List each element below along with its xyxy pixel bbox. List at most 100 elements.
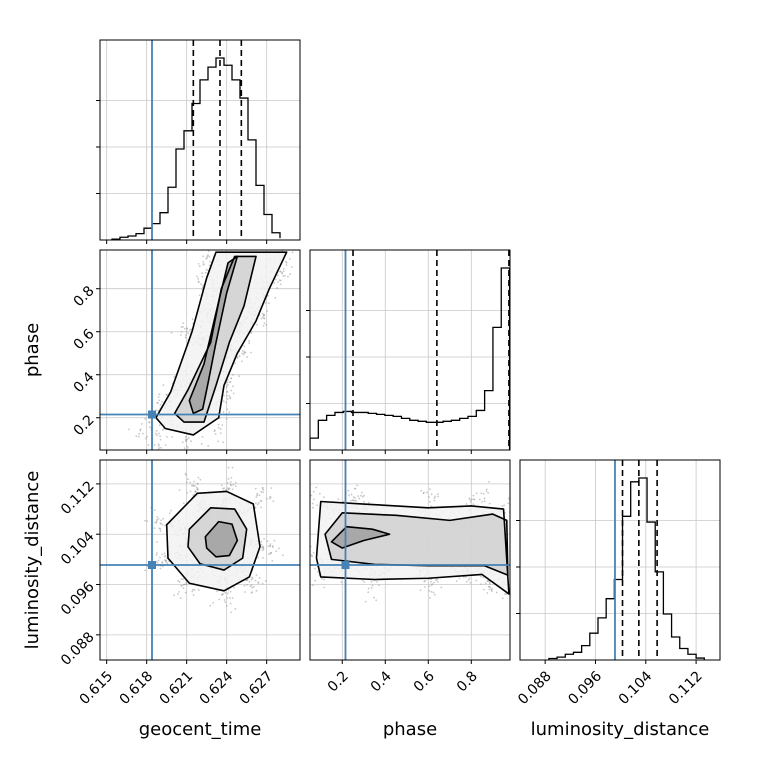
- scatter-point: [279, 270, 282, 273]
- scatter-point: [428, 496, 430, 498]
- scatter-point: [436, 578, 439, 581]
- scatter-point: [148, 421, 151, 424]
- x-tick-label: 0.621: [157, 668, 197, 708]
- scatter-point: [350, 499, 352, 502]
- y-tick-label: 0.4: [71, 369, 98, 396]
- scatter-point: [488, 581, 491, 584]
- scatter-point: [243, 584, 246, 587]
- y-tick-label: 0.6: [71, 326, 98, 353]
- scatter-point: [288, 257, 291, 260]
- scatter-point: [300, 238, 302, 240]
- scatter-point: [300, 237, 302, 239]
- scatter-point: [162, 384, 165, 387]
- scatter-point: [193, 589, 196, 591]
- scatter-point: [222, 411, 225, 413]
- scatter-point: [488, 480, 490, 483]
- scatter-point: [180, 578, 183, 581]
- scatter-point: [234, 485, 237, 488]
- scatter-point: [250, 351, 252, 354]
- scatter-point: [263, 313, 265, 316]
- scatter-point: [469, 500, 472, 503]
- scatter-point: [207, 250, 210, 253]
- scatter-point: [169, 509, 172, 512]
- scatter-point: [305, 228, 307, 230]
- scatter-point: [163, 559, 166, 562]
- panel-content: [100, 228, 307, 450]
- scatter-point: [155, 520, 158, 523]
- scatter-point: [430, 590, 433, 593]
- scatter-point: [201, 272, 204, 275]
- scatter-point: [192, 588, 194, 591]
- scatter-point: [303, 581, 305, 583]
- scatter-point: [242, 350, 244, 352]
- scatter-point: [475, 579, 478, 582]
- scatter-point: [482, 492, 485, 495]
- scatter-point: [501, 597, 504, 600]
- scatter-point: [168, 512, 171, 515]
- scatter-point: [433, 581, 435, 584]
- scatter-point: [185, 445, 188, 448]
- scatter-point: [490, 588, 493, 591]
- scatter-point: [266, 540, 269, 543]
- x-tick-label: 0.2: [325, 668, 352, 695]
- x-axis-label-phase: phase: [383, 719, 437, 740]
- scatter-point: [216, 590, 218, 592]
- scatter-point: [184, 591, 187, 594]
- scatter-point: [226, 398, 229, 400]
- scatter-point: [289, 246, 291, 248]
- panel-content: [310, 250, 510, 450]
- scatter-point: [225, 418, 228, 420]
- scatter-point: [440, 586, 443, 589]
- scatter-point: [208, 255, 211, 258]
- scatter-point: [469, 498, 472, 501]
- scatter-point: [230, 476, 233, 479]
- scatter-point: [182, 325, 184, 328]
- scatter-point: [254, 579, 257, 582]
- x-tick-label: 0.615: [77, 668, 117, 708]
- scatter-point: [317, 571, 319, 573]
- scatter-point: [501, 505, 504, 508]
- scatter-point: [228, 394, 231, 397]
- scatter-point: [230, 611, 233, 614]
- scatter-point: [310, 554, 313, 557]
- scatter-point: [148, 426, 151, 429]
- scatter-point: [155, 554, 158, 556]
- scatter-point: [180, 584, 183, 587]
- scatter-point: [437, 495, 439, 498]
- scatter-point: [436, 493, 439, 496]
- scatter-point: [166, 562, 169, 564]
- scatter-point: [488, 502, 491, 505]
- scatter-point: [422, 492, 425, 495]
- y-tick-label: 0.104: [58, 529, 98, 569]
- scatter-point: [264, 301, 267, 304]
- scatter-point: [488, 582, 491, 585]
- scatter-point: [279, 283, 282, 286]
- scatter-point: [156, 516, 159, 518]
- scatter-point: [173, 594, 176, 597]
- scatter-point: [223, 599, 226, 601]
- scatter-point: [487, 585, 490, 588]
- scatter-point: [483, 497, 486, 500]
- panel-background: [100, 40, 300, 240]
- scatter-point: [155, 521, 158, 524]
- scatter-point: [230, 377, 233, 380]
- scatter-point: [482, 576, 485, 579]
- scatter-point: [482, 588, 485, 591]
- scatter-point: [311, 506, 314, 509]
- contour-line-1: [173, 255, 257, 423]
- scatter-point: [251, 586, 254, 589]
- scatter-point: [429, 488, 431, 491]
- scatter-point: [428, 589, 431, 592]
- scatter-point: [277, 274, 279, 277]
- scatter-point: [437, 580, 439, 583]
- scatter-point: [429, 596, 431, 599]
- scatter-point: [254, 506, 257, 509]
- scatter-point: [222, 394, 225, 397]
- scatter-point: [161, 553, 163, 556]
- scatter-point: [236, 357, 239, 359]
- scatter-point: [434, 495, 436, 498]
- scatter-point: [197, 280, 200, 283]
- scatter-point: [306, 578, 308, 580]
- scatter-point: [315, 486, 318, 489]
- scatter-point: [241, 352, 244, 355]
